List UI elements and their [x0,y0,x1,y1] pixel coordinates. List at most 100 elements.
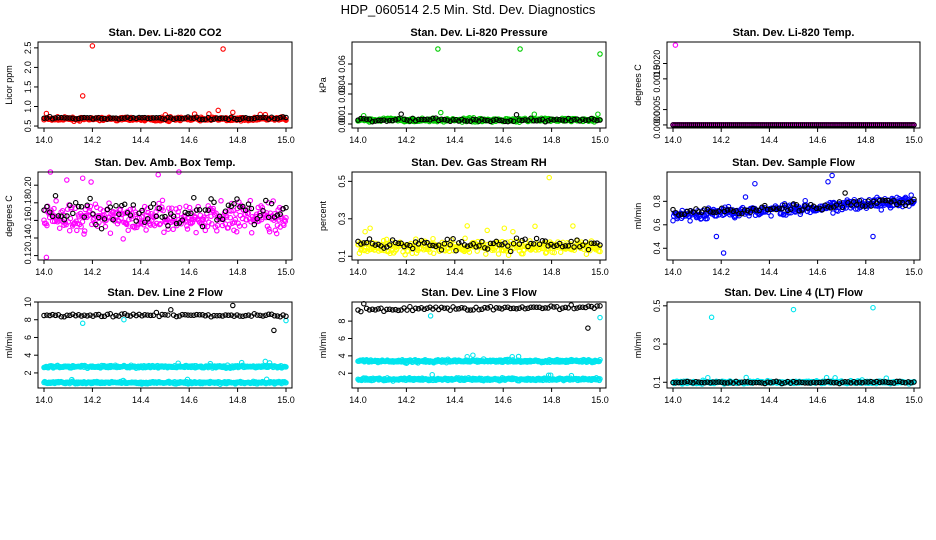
data-point [119,311,125,317]
data-point [421,240,428,246]
data-point [392,117,399,123]
data-point [756,207,762,214]
data-point [510,305,517,312]
data-point [159,311,165,318]
panel-title: Stan. Dev. Gas Stream RH [411,157,547,169]
data-point [559,243,566,250]
series-sparse [355,235,603,255]
data-point [483,251,489,257]
data-point [588,115,595,122]
data-point [862,203,868,209]
y-tick-label: 4 [337,353,347,358]
x-tick-label: 14.6 [180,395,198,405]
data-point [84,114,90,121]
data-point [533,304,540,311]
data-point [819,206,825,213]
data-point [147,312,154,319]
data-point [536,117,543,123]
series-sparse [670,190,917,218]
data-point [594,117,600,124]
data-point [438,109,444,116]
panel-title: Stan. Dev. Sample Flow [732,157,855,169]
data-point [98,225,105,232]
data-point [87,203,94,210]
plot-frame [351,171,607,261]
data-point [257,312,263,319]
data-point [456,240,462,246]
data-point [274,115,281,122]
data-point [825,179,831,185]
x-tick-label: 14.6 [180,135,198,145]
data-point [273,230,280,237]
data-point [464,243,471,249]
data-point [170,226,176,233]
data-point [263,312,269,319]
data-point [154,220,160,227]
data-point [361,247,368,254]
data-point [64,115,70,121]
x-tick-label: 14.6 [180,267,198,277]
data-point [90,211,96,217]
data-point [767,206,774,213]
x-tick-label: 14.2 [398,267,416,277]
data-point [283,114,289,121]
data-point [120,236,126,242]
data-point [510,118,517,124]
data-point [47,312,53,319]
x-tick-label: 14.0 [35,267,53,277]
x-tick-label: 14.4 [132,135,150,145]
data-point [891,197,897,204]
data-point [203,216,209,222]
data-point [145,209,151,216]
data-point [44,222,50,229]
data-point [570,223,576,229]
data-point [384,306,390,313]
data-point [830,210,836,216]
data-point [532,223,538,230]
data-point [565,243,572,249]
data-point [176,313,183,319]
data-point [165,226,171,232]
data-point [525,243,531,250]
data-point [739,210,745,217]
data-point [479,238,485,245]
data-point [202,313,209,319]
data-point [238,359,245,366]
data-point [218,198,224,204]
data-point [675,212,682,218]
data-point [150,221,156,227]
data-point [93,115,99,121]
data-point [139,115,145,121]
x-tick-label: 14.8 [857,267,875,277]
data-point [242,207,249,214]
data-point [257,212,263,219]
y-tick-label: 4 [23,353,33,358]
data-point [885,197,891,204]
data-point [75,203,82,210]
outlier-point [79,320,86,327]
data-point [248,230,255,236]
data-point [424,116,430,122]
data-point [545,117,551,124]
data-point [231,201,237,207]
outlier-point [517,46,523,52]
data-point [130,115,137,121]
data-point [130,202,137,208]
data-point [165,223,171,229]
data-point [387,250,393,257]
data-point [505,243,511,249]
data-point [574,305,580,311]
data-point [461,242,468,248]
outlier-point [367,225,373,231]
data-point [79,219,86,225]
data-point [231,115,237,122]
data-point [395,240,402,247]
data-point [104,311,111,318]
data-point [528,304,534,311]
data-point [277,211,283,217]
y-tick-label: 0.3 [652,338,662,351]
data-point [496,305,502,311]
data-point [41,115,47,121]
data-point [193,311,200,318]
outlier-point [546,174,552,181]
